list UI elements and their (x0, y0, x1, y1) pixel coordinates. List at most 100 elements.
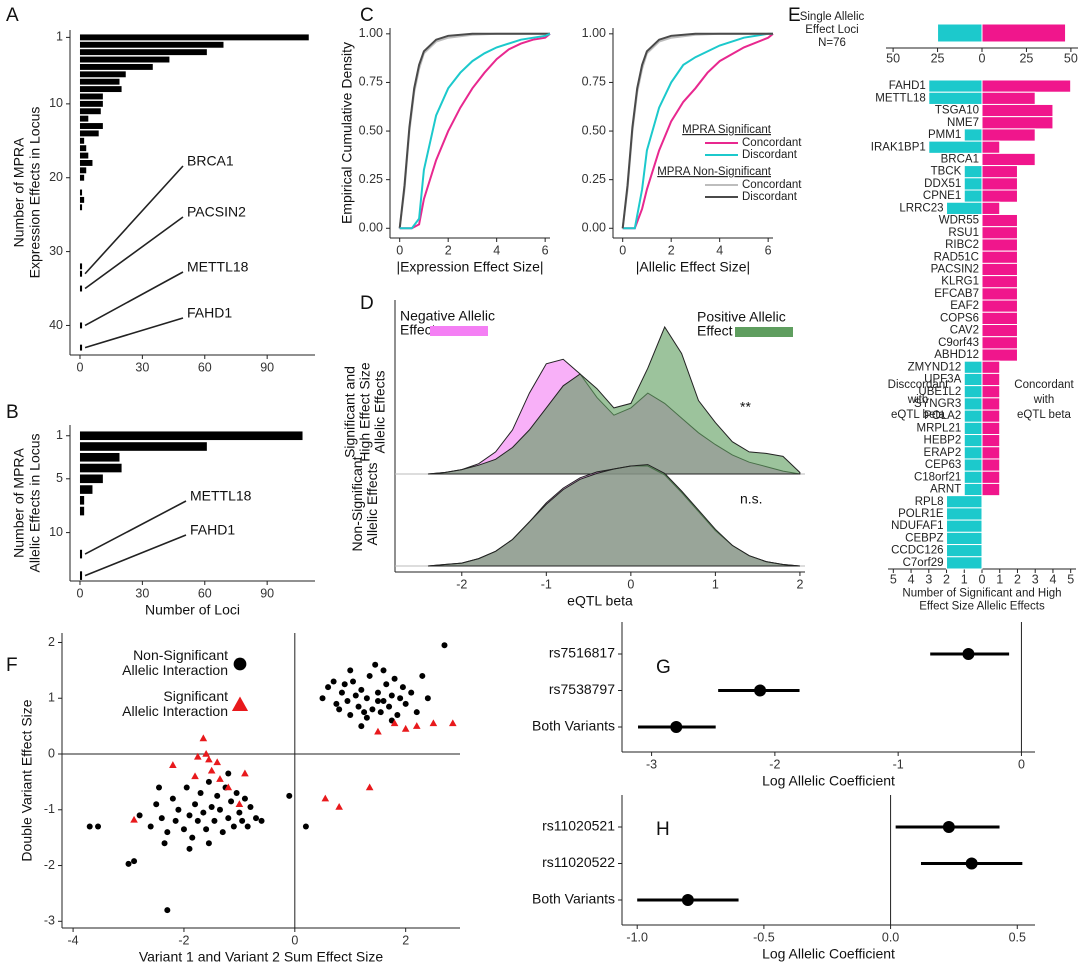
category-label: LRRC23 (899, 202, 943, 214)
bar (981, 250, 1018, 264)
category-label: UBE1L2 (918, 386, 961, 398)
bar (79, 196, 85, 203)
bar (981, 360, 1001, 374)
category-label: WDR55 (939, 215, 979, 227)
bar (981, 446, 1001, 460)
legend-marker (233, 657, 247, 671)
x-tick-label: 25 (931, 51, 945, 65)
panel-label: A (6, 5, 19, 26)
x-tick-label: 2 (445, 243, 452, 257)
point (441, 642, 448, 649)
bar (963, 409, 983, 423)
point (131, 858, 138, 865)
bar (981, 103, 1054, 118)
bar (79, 431, 303, 441)
x-tick-label: 1 (996, 572, 1003, 586)
point (369, 706, 376, 713)
x-tick-label: 90 (260, 586, 274, 600)
point (399, 684, 406, 691)
category-label: PMM1 (928, 129, 961, 141)
point (236, 809, 243, 816)
category-label: ARNT (930, 484, 961, 496)
x-tick-label: 6 (765, 243, 772, 257)
point (172, 817, 179, 824)
point (386, 703, 393, 710)
point (401, 724, 410, 732)
point (412, 722, 421, 729)
x-tick-label: 60 (198, 586, 212, 600)
point (258, 817, 265, 824)
x-tick-label: 0 (619, 243, 626, 257)
y-axis-label: Double Variant Effect Size (19, 699, 35, 861)
x-tick-label: 4 (716, 243, 723, 257)
bar (79, 167, 87, 174)
bar (928, 79, 983, 93)
bar (946, 556, 983, 570)
annotation-group: Concordant with eQTL beta (1014, 379, 1074, 421)
category-label: CCDC126 (891, 545, 943, 557)
point (189, 834, 196, 841)
annotation: n.s. (740, 491, 763, 507)
bar (963, 446, 983, 460)
point (302, 823, 309, 830)
point (164, 907, 171, 914)
bar (981, 152, 1036, 167)
category-label: C18orf21 (914, 471, 961, 483)
bar (79, 130, 99, 137)
point (413, 709, 420, 716)
x-tick-label: 0.5 (1009, 930, 1026, 944)
y-axis-label: Empirical Cumulative Density (339, 42, 355, 224)
bar (79, 160, 93, 166)
bar (963, 458, 983, 472)
bar (946, 201, 983, 215)
category-label: TSGA10 (935, 105, 979, 117)
point (383, 681, 390, 688)
row-label: Single Allelic (800, 11, 865, 23)
bar (946, 544, 983, 558)
point (253, 815, 260, 822)
bar (981, 79, 1072, 93)
point (147, 823, 154, 830)
bar (79, 34, 309, 41)
point (391, 675, 398, 682)
category-label: FAHD1 (889, 80, 926, 92)
bar (981, 287, 1018, 301)
legend-label: Allelic Interaction (122, 703, 228, 719)
x-tick-label: 2 (796, 577, 803, 591)
panel-label: G (656, 657, 671, 678)
x-tick-label: 5 (890, 572, 897, 586)
x-tick-label: -2 (178, 933, 189, 947)
point (214, 792, 221, 799)
point (239, 817, 246, 824)
row-label: Effect Loci (805, 24, 859, 36)
y-tick-label: 0.75 (359, 75, 383, 89)
bar (963, 128, 983, 142)
legend-label: Non-Significant (133, 647, 228, 663)
y-tick-label: 0.00 (582, 221, 606, 235)
y-axis-label: Number of MPRA (11, 137, 27, 247)
panel-label: E (788, 5, 801, 26)
point (366, 672, 373, 679)
point (325, 684, 332, 691)
category-label: ERAP2 (924, 447, 962, 459)
bar (79, 322, 83, 329)
legend-title: MPRA Non-Significant (657, 166, 772, 178)
x-tick-label: -2 (769, 757, 780, 771)
x-tick-label: 2 (668, 243, 675, 257)
bar (79, 152, 89, 159)
point (194, 752, 202, 760)
ridge-label: Non-Significant (349, 456, 365, 551)
bar (963, 385, 983, 399)
annotation-line (84, 271, 184, 327)
bar (79, 344, 83, 351)
panel-label: C (360, 5, 374, 26)
y-tick-label: 20 (49, 170, 63, 184)
x-tick-label: 0 (77, 586, 84, 600)
bar (79, 270, 83, 277)
point (136, 812, 143, 819)
category-label: Both Variants (532, 718, 615, 734)
point (380, 698, 387, 705)
